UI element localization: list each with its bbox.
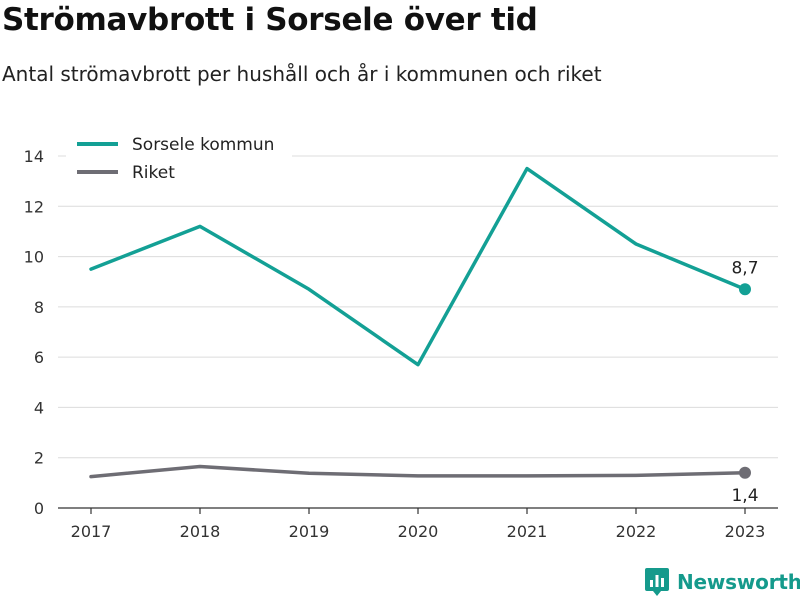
y-tick-label: 14: [24, 147, 44, 166]
series-end-point: [739, 466, 751, 479]
y-tick-label: 10: [24, 248, 44, 267]
y-tick-label: 8: [34, 298, 44, 317]
y-tick-label: 2: [34, 449, 44, 468]
x-tick-label: 2021: [507, 522, 548, 541]
x-tick-label: 2022: [616, 522, 657, 541]
x-tick-label: 2020: [398, 522, 439, 541]
y-tick-label: 4: [34, 398, 44, 417]
line-chart: 0 2 4 6 8 10 12 14 2017 2018 2019 2020 2021 2022 2023…: [23, 130, 778, 541]
series-lines: 8,7 1,4: [89, 166, 759, 506]
grid-lines: [58, 155, 778, 459]
chart-subtitle: Antal strömavbrott per hushåll och år i …: [2, 62, 602, 86]
x-tick-label: 2018: [180, 522, 221, 541]
series-end-label: 1,4: [731, 486, 758, 506]
y-tick-label: 12: [24, 197, 44, 216]
x-tick-label: 2023: [725, 522, 766, 541]
x-tick-label: 2017: [71, 522, 112, 541]
x-tick-label: 2019: [289, 522, 330, 541]
y-tick-label: 0: [34, 499, 44, 518]
legend: Sorsele kommun Riket: [66, 130, 292, 188]
series-line-1: [89, 464, 747, 479]
series-end-label: 8,7: [731, 258, 758, 278]
newsworthy-logo-text: Newsworthy: [677, 570, 800, 594]
newsworthy-logo-icon: [645, 568, 669, 596]
series-end-point: [739, 283, 751, 296]
series-line-0: [89, 166, 747, 367]
chart-title: Strömavbrott i Sorsele över tid: [2, 2, 538, 38]
legend-label: Sorsele kommun: [132, 135, 274, 155]
x-axis: 2017 2018 2019 2020 2021 2022 2023: [58, 507, 778, 541]
legend-background: [66, 130, 292, 188]
y-tick-label: 6: [34, 348, 44, 367]
newsworthy-logo: Newsworthy: [644, 567, 800, 597]
y-axis: 0 2 4 6 8 10 12 14: [24, 147, 44, 518]
legend-label: Riket: [132, 163, 175, 183]
